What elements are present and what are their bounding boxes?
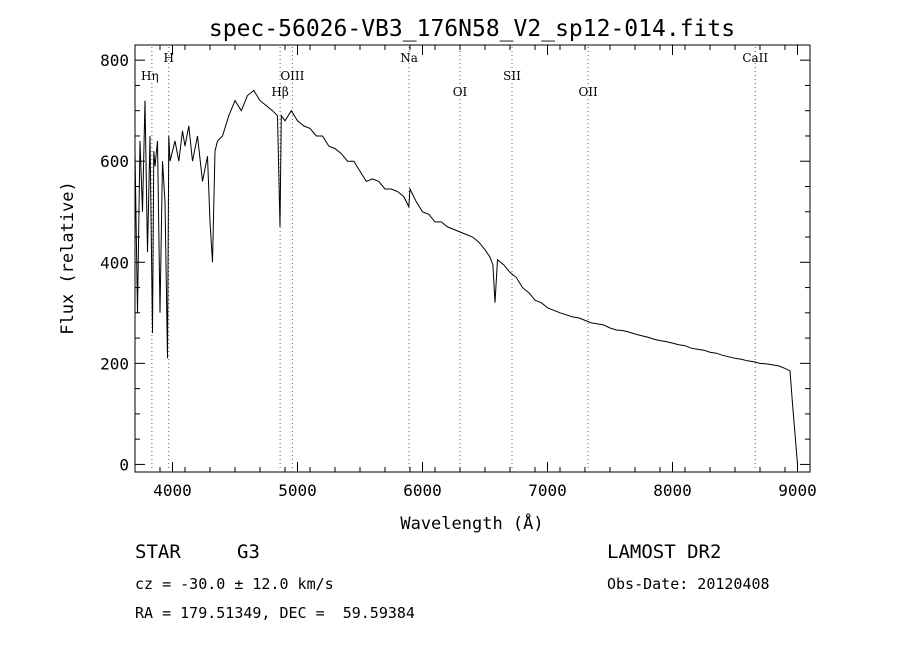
x-tick-label: 9000: [778, 481, 817, 500]
spectral-line-label: OI: [453, 85, 468, 99]
x-tick-label: 6000: [403, 481, 442, 500]
coordinates-text: RA = 179.51349, DEC = 59.59384: [135, 604, 415, 622]
y-tick-label: 400: [100, 253, 129, 272]
x-tick-label: 8000: [653, 481, 692, 500]
x-tick-label: 5000: [278, 481, 317, 500]
spectral-line-markers: Hη H Hβ OIII Na OI SII OII CaII: [141, 47, 768, 470]
y-axis-label: Flux (relative): [58, 181, 78, 335]
obs-date-text: Obs-Date: 20120408: [607, 575, 770, 593]
object-subclass: G3: [237, 541, 260, 563]
spectrum-series-line: [134, 89, 798, 465]
spectral-line-label: H: [164, 51, 174, 65]
object-type: STAR: [135, 541, 181, 563]
y-tick-label: 0: [119, 455, 129, 474]
chart-title: spec-56026-VB3_176N58_V2_sp12-014.fits: [209, 16, 735, 42]
x-axis-ticks: 4000 5000 6000 7000 8000 9000: [134, 45, 817, 500]
spectral-line-label: Hη: [141, 69, 159, 83]
spectral-line-label: OII: [578, 85, 598, 99]
plot-frame: [134, 44, 811, 473]
y-tick-label: 800: [100, 51, 129, 70]
spectral-line-label: SII: [503, 69, 521, 83]
y-axis-ticks: 0 200 400 600 800: [100, 51, 810, 474]
y-tick-label: 600: [100, 152, 129, 171]
velocity-text: cz = -30.0 ± 12.0 km/s: [135, 575, 334, 593]
spectral-line-label: OIII: [280, 69, 304, 83]
spectral-line-label: Na: [400, 51, 418, 65]
x-tick-label: 4000: [153, 481, 192, 500]
y-tick-label: 200: [100, 354, 129, 373]
x-axis-label: Wavelength (Å): [400, 512, 543, 534]
spectral-line-label: Hβ: [271, 85, 288, 99]
survey-name: LAMOST DR2: [607, 541, 722, 563]
spectral-line-label: CaII: [742, 51, 768, 65]
x-tick-label: 7000: [528, 481, 567, 500]
